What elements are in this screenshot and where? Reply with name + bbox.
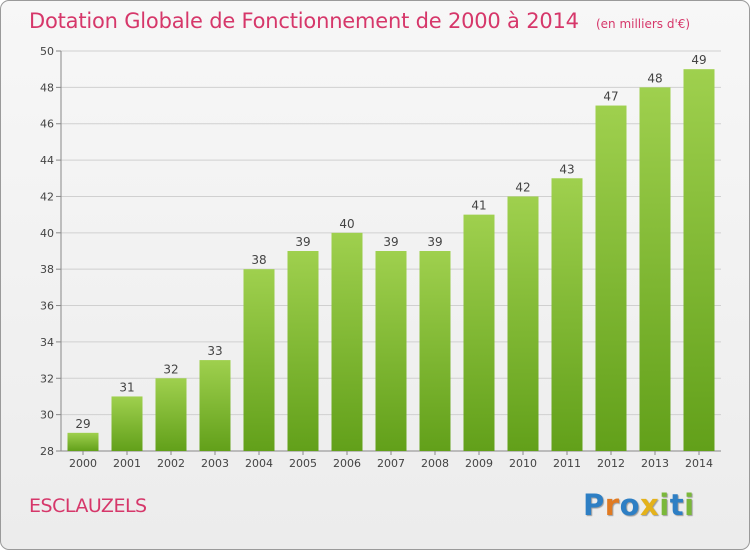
x-tick-label: 2013 xyxy=(641,457,669,470)
x-tick-label: 2010 xyxy=(509,457,537,470)
data-label: 49 xyxy=(691,53,706,67)
data-label: 29 xyxy=(75,417,90,431)
data-label: 47 xyxy=(603,90,618,104)
logo-letter: r xyxy=(604,488,620,522)
y-tick-label: 46 xyxy=(40,118,54,131)
x-tick-label: 2005 xyxy=(289,457,317,470)
data-label: 40 xyxy=(339,217,354,231)
y-tick-label: 30 xyxy=(40,409,54,422)
data-label: 31 xyxy=(119,380,134,394)
bar xyxy=(375,251,407,451)
x-tick-label: 2003 xyxy=(201,457,229,470)
data-label: 32 xyxy=(163,362,178,376)
bar xyxy=(419,251,451,451)
x-tick-label: 2012 xyxy=(597,457,625,470)
bar xyxy=(111,396,143,451)
bar xyxy=(551,178,583,452)
x-tick-label: 2007 xyxy=(377,457,405,470)
bar xyxy=(331,232,363,451)
logo-letter: i xyxy=(659,488,670,522)
y-tick-label: 48 xyxy=(40,81,54,94)
data-label: 39 xyxy=(295,235,310,249)
y-tick-label: 40 xyxy=(40,227,54,240)
chart-title: Dotation Globale de Fonctionnement de 20… xyxy=(29,9,579,33)
commune-name: ESCLAUZELS xyxy=(29,495,147,517)
y-tick-label: 32 xyxy=(40,372,54,385)
y-tick-label: 28 xyxy=(40,445,54,458)
bar xyxy=(639,87,671,451)
bar xyxy=(67,432,99,451)
x-tick-label: 2002 xyxy=(157,457,185,470)
y-tick-label: 38 xyxy=(40,263,54,276)
data-label: 42 xyxy=(515,180,530,194)
x-tick-label: 2006 xyxy=(333,457,361,470)
logo-letter: x xyxy=(640,488,660,522)
bar xyxy=(463,214,495,451)
x-tick-label: 2001 xyxy=(113,457,141,470)
bar xyxy=(683,69,715,451)
data-label: 39 xyxy=(427,235,442,249)
data-label: 48 xyxy=(647,71,662,85)
logo-letter: t xyxy=(669,488,685,522)
bar xyxy=(595,105,627,451)
chart-subtitle: (en milliers d'€) xyxy=(595,17,691,31)
data-label: 41 xyxy=(471,199,486,213)
proxiti-logo: Proxiti xyxy=(583,488,695,522)
bar xyxy=(155,378,187,451)
bar xyxy=(507,196,539,451)
title-row: Dotation Globale de Fonctionnement de 20… xyxy=(29,9,690,33)
data-label: 39 xyxy=(383,235,398,249)
x-tick-label: 2008 xyxy=(421,457,449,470)
y-tick-label: 50 xyxy=(40,45,54,58)
data-label: 38 xyxy=(251,253,266,267)
x-tick-label: 2000 xyxy=(69,457,97,470)
x-tick-label: 2004 xyxy=(245,457,273,470)
data-label: 43 xyxy=(559,162,574,176)
logo-letter: i xyxy=(684,488,695,522)
x-tick-label: 2011 xyxy=(553,457,581,470)
y-tick-label: 36 xyxy=(40,300,54,313)
x-tick-label: 2009 xyxy=(465,457,493,470)
logo-letter: o xyxy=(619,488,641,522)
logo-letter: P xyxy=(583,488,605,522)
bar xyxy=(287,251,319,451)
y-tick-label: 34 xyxy=(40,336,54,349)
y-tick-label: 44 xyxy=(40,154,54,167)
bar xyxy=(199,360,231,451)
x-tick-label: 2014 xyxy=(685,457,713,470)
bar xyxy=(243,269,275,451)
y-tick-label: 42 xyxy=(40,190,54,203)
data-label: 33 xyxy=(207,344,222,358)
